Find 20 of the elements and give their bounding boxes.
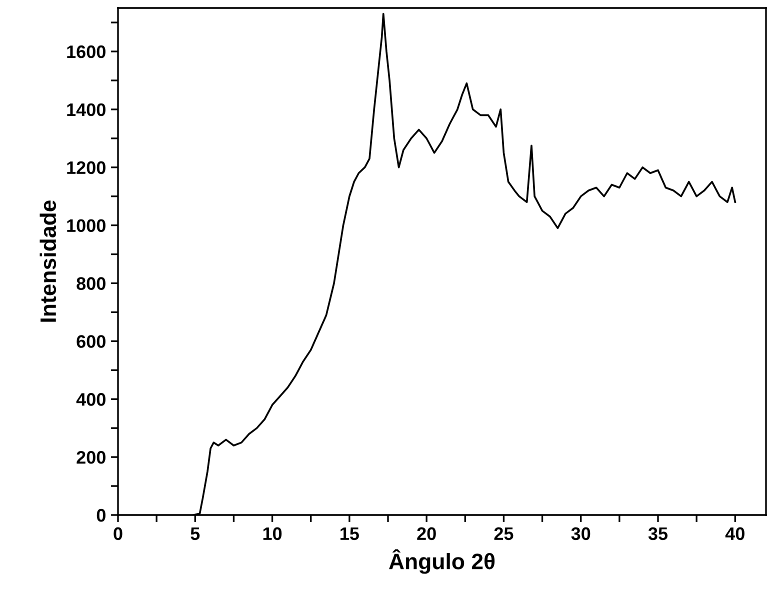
y-tick-label: 0 [96, 508, 106, 522]
y-tick-label: 1600 [67, 45, 106, 58]
x-axis-title: Ângulo 2θ [389, 549, 495, 574]
x-tick-label: 35 [648, 527, 668, 540]
y-tick-label: 800 [76, 277, 106, 290]
y-tick-label: 1200 [67, 161, 106, 174]
x-tick-label: 30 [571, 527, 590, 540]
x-tick-label: 0 [114, 527, 122, 540]
y-axis-title: Intensidade [40, 200, 56, 322]
x-tick-label: 25 [494, 527, 514, 540]
x-tick-label: 40 [725, 527, 744, 540]
y-tick-label: 1000 [67, 219, 106, 232]
y-tick-label: 400 [76, 393, 106, 406]
x-tick-label: 5 [190, 527, 200, 540]
y-tick-label: 600 [76, 335, 106, 348]
y-tick-label: 1400 [67, 103, 106, 116]
x-tick-label: 10 [263, 527, 282, 540]
y-tick-label: 200 [76, 450, 106, 464]
x-tick-label: 20 [417, 527, 436, 540]
x-tick-label: 15 [340, 527, 359, 540]
